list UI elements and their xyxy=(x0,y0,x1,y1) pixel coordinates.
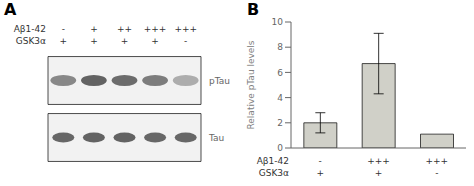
svg-text:++: ++ xyxy=(117,24,132,34)
svg-text:pTau: pTau xyxy=(209,76,230,86)
svg-text:2: 2 xyxy=(277,118,283,128)
svg-text:GSK3α: GSK3α xyxy=(16,36,46,46)
svg-text:8: 8 xyxy=(277,42,283,52)
html-text:B: B xyxy=(247,0,260,19)
svg-text:Tau: Tau xyxy=(208,133,224,143)
svg-text:+++: +++ xyxy=(144,24,167,34)
svg-text:-: - xyxy=(62,24,65,34)
svg-text:-: - xyxy=(319,156,322,166)
svg-text:-: - xyxy=(184,36,187,46)
svg-text:+: + xyxy=(90,24,98,34)
svg-text:+: + xyxy=(60,36,68,46)
svg-text:0: 0 xyxy=(277,143,283,153)
svg-text:4: 4 xyxy=(277,93,283,103)
svg-text:Relative pTau levels: Relative pTau levels xyxy=(246,40,256,129)
svg-text:Aβ1-42: Aβ1-42 xyxy=(257,156,289,166)
svg-text:10: 10 xyxy=(272,17,284,27)
html-text:A: A xyxy=(4,0,17,19)
svg-text:+++: +++ xyxy=(426,156,449,166)
svg-text:Aβ1-42: Aβ1-42 xyxy=(14,24,46,34)
svg-text:GSK3α: GSK3α xyxy=(259,168,289,178)
svg-text:+: + xyxy=(316,168,324,178)
svg-text:+: + xyxy=(151,36,159,46)
svg-text:+: + xyxy=(121,36,129,46)
svg-text:-: - xyxy=(435,168,438,178)
svg-text:+++: +++ xyxy=(367,156,390,166)
svg-text:+: + xyxy=(375,168,383,178)
svg-text:6: 6 xyxy=(277,68,283,78)
svg-text:+++: +++ xyxy=(174,24,197,34)
svg-text:+: + xyxy=(90,36,98,46)
